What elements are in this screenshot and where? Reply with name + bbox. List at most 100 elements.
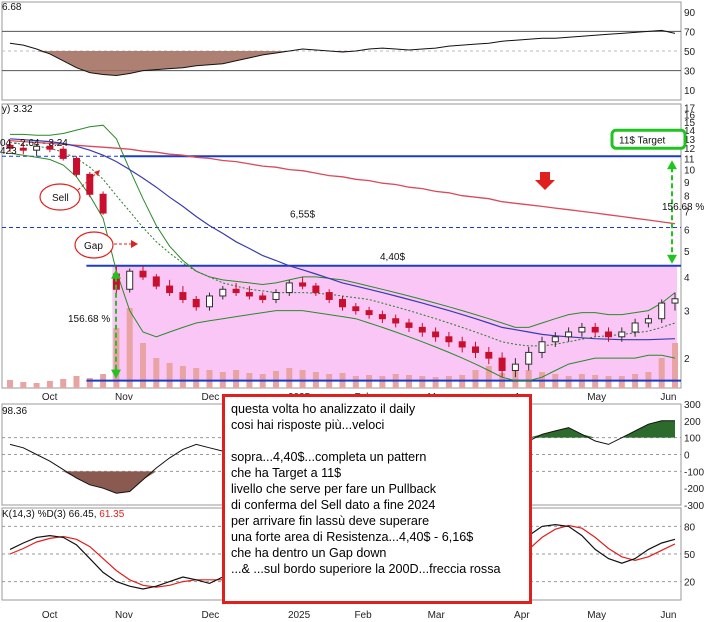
price-tick-label: 4 xyxy=(684,273,690,284)
candle-body xyxy=(538,341,546,353)
note-line-7: di conferma del Sell dato a fine 2024 xyxy=(231,498,436,512)
pct-label-left: 156.68 % xyxy=(68,314,110,325)
stoch-header-prefix: K(14,3) %D(3) 66.45, xyxy=(2,509,99,520)
volume-bar xyxy=(20,382,27,388)
candle-body xyxy=(232,288,240,294)
volume-bar xyxy=(46,381,53,388)
rsi-header-value: 6.68 xyxy=(2,2,22,13)
price-header: y) 3.32 xyxy=(2,104,33,115)
candle-body xyxy=(59,148,67,159)
note-line-11: ...& ...sul bordo superiore la 200D...fr… xyxy=(231,562,501,576)
stoch-header: K(14,3) %D(3) 66.45, 61.35 xyxy=(2,509,125,520)
cci-tick-label: -200 xyxy=(684,484,704,495)
volume-bar xyxy=(179,366,186,388)
rsi-below-fill xyxy=(10,51,675,76)
rsi-tick-label: 70 xyxy=(684,27,696,38)
note-line-3 xyxy=(231,433,529,449)
candle-body xyxy=(658,302,666,320)
month-label-bottom: 2025 xyxy=(288,610,311,621)
note-line-8: per arrivare fin lassù deve superare xyxy=(231,514,430,528)
note-line-1: questa volta ho analizzato il daily xyxy=(231,402,416,416)
candle-body xyxy=(605,331,612,338)
green-range-arrow-right-head-down xyxy=(667,254,677,264)
volume-bar xyxy=(7,380,13,388)
candle-body xyxy=(152,276,160,287)
month-label: Jun xyxy=(660,392,676,403)
note-line-4: sopra...4,40$...completa un pattern xyxy=(231,450,427,464)
gap-label: Gap xyxy=(84,241,103,252)
month-label-bottom: May xyxy=(587,610,606,621)
green-range-arrow-left-head-up xyxy=(111,269,121,279)
cci-tick-label: -100 xyxy=(684,467,704,478)
month-label-bottom: Dec xyxy=(202,610,220,621)
stoch-header-value: 61.35 xyxy=(99,509,124,520)
cci-header: 98.36 xyxy=(2,406,27,417)
rsi-tick-label: 10 xyxy=(684,86,696,97)
price-tick-label: 15 xyxy=(684,118,696,129)
cci-tick-label: 300 xyxy=(684,400,701,411)
month-label: Oct xyxy=(42,392,58,403)
volume-bar xyxy=(658,358,665,388)
sell-arrowhead xyxy=(94,170,100,176)
legend-fragment-2: 423 xyxy=(0,146,17,157)
volume-bar xyxy=(525,370,532,388)
month-label: Dec xyxy=(202,392,220,403)
month-label-bottom: Jun xyxy=(660,610,676,621)
volume-bar xyxy=(166,363,173,388)
candle-body xyxy=(591,326,599,333)
rsi-tick-label: 30 xyxy=(684,67,696,78)
rsi-line xyxy=(9,29,676,77)
month-label: May xyxy=(587,392,606,403)
month-label-bottom: Mar xyxy=(428,610,446,621)
price-tick-label: 3 xyxy=(684,307,690,318)
red-down-arrow xyxy=(535,172,555,190)
level-label-mid: 6,55$ xyxy=(290,209,315,220)
price-tick-label: 11 xyxy=(684,154,695,165)
candle-body xyxy=(339,298,346,308)
volume-bar xyxy=(445,376,452,388)
volume-bar xyxy=(206,370,213,388)
candle-body xyxy=(511,363,519,371)
candle-body xyxy=(525,351,533,365)
volume-bar xyxy=(126,308,133,388)
volume-bar xyxy=(672,343,678,388)
price-tick-label: 17 xyxy=(684,103,696,114)
sell-ellipse xyxy=(39,183,81,211)
candle-body xyxy=(498,357,506,371)
volume-bar xyxy=(352,376,359,388)
candle-body xyxy=(259,295,267,300)
volume-bar xyxy=(73,376,80,388)
volume-bar xyxy=(485,366,492,388)
stoch-tick-label: 50 xyxy=(684,550,696,561)
rsi-tick-label: 50 xyxy=(684,47,696,58)
candle-body xyxy=(179,292,187,300)
price-tick-label: 14 xyxy=(684,126,696,137)
candle-body xyxy=(285,282,293,294)
volume-bar xyxy=(286,368,293,388)
note-line-6: livello che serve per fare un Pullback xyxy=(231,482,437,496)
cci-tick-label: -300 xyxy=(684,501,704,512)
rsi-tick-label: 90 xyxy=(684,8,696,19)
candle-body xyxy=(392,318,400,324)
volume-bar xyxy=(379,376,386,388)
candle-body xyxy=(485,351,493,359)
pct-label-right: 156.68 % xyxy=(662,202,704,213)
candle-body xyxy=(352,306,360,312)
note-line-10: che ha dentro un Gap down xyxy=(231,546,387,560)
candle-body xyxy=(405,322,413,328)
candle-body xyxy=(166,285,174,294)
analysis-note: questa volta ho analizzato il daily cosi… xyxy=(222,394,532,604)
candle-body xyxy=(671,298,679,304)
volume-bar xyxy=(565,376,572,388)
price-tick-label: 5 xyxy=(684,247,690,258)
candle-body xyxy=(46,145,54,150)
month-label-bottom: Feb xyxy=(354,610,372,621)
price-tick-label: 13 xyxy=(684,135,696,146)
candle-body xyxy=(19,147,27,151)
candle-body xyxy=(33,145,41,151)
candle-body xyxy=(312,285,320,294)
note-line-2: cosi hai risposte più...veloci xyxy=(231,418,385,432)
month-label-bottom: Nov xyxy=(115,610,133,621)
stoch-tick-label: 20 xyxy=(684,578,696,589)
